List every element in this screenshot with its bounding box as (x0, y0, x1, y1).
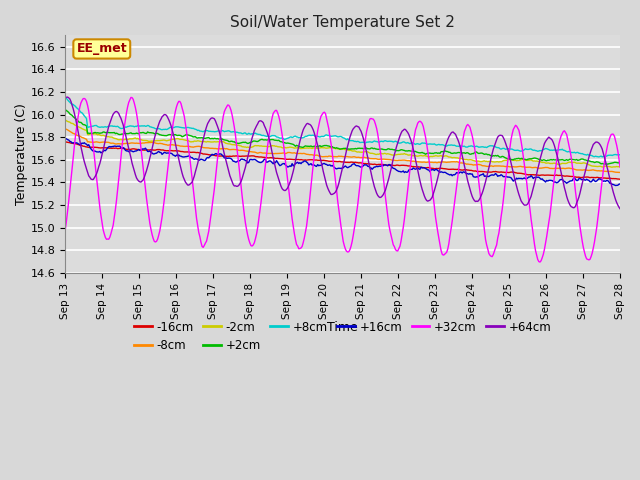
X-axis label: Time: Time (327, 322, 358, 335)
Legend: -16cm, -8cm, -2cm, +2cm, +8cm, +16cm, +32cm, +64cm: -16cm, -8cm, -2cm, +2cm, +8cm, +16cm, +3… (129, 316, 556, 357)
Text: EE_met: EE_met (76, 42, 127, 56)
Title: Soil/Water Temperature Set 2: Soil/Water Temperature Set 2 (230, 15, 455, 30)
Y-axis label: Temperature (C): Temperature (C) (15, 103, 28, 205)
